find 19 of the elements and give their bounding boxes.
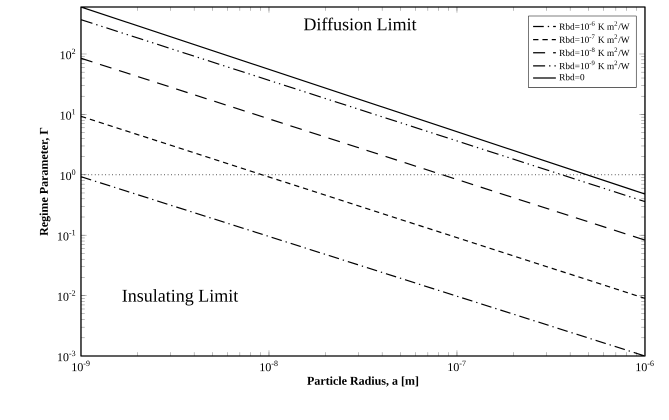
x-tick-label: 10$^{-9}$ xyxy=(72,360,90,372)
x-tick-label: 10$^{-8}$ xyxy=(260,360,278,372)
legend-label: Rbd=10$^{-7}$ K m$^{2}$/W xyxy=(559,34,630,44)
legend-label: Rbd=10$^{-8}$ K m$^{2}$/W xyxy=(559,48,630,56)
x-tick-label: 10$^{-6}$ xyxy=(636,360,654,372)
y-tick-label: 10$^{2}$ xyxy=(60,48,76,60)
legend-label: Rbd=0 xyxy=(559,74,584,80)
legend-label: Rbd=10$^{-9}$ K m$^{2}$/W xyxy=(559,60,630,70)
y-tick-label: 10$^{-3}$ xyxy=(58,350,76,362)
y-tick-label: 10$^{-1}$ xyxy=(58,230,76,240)
y-tick-label: 10$^{-2}$ xyxy=(58,290,76,301)
x-tick-label: 10$^{-7}$ xyxy=(448,360,466,372)
y-tick-label: 10$^{0}$ xyxy=(60,170,76,180)
legend-label: Rbd=10$^{-6}$ K m$^{2}$/W xyxy=(559,21,630,30)
annotation: Insulating Limit xyxy=(122,289,238,306)
annotation: Diffusion Limit xyxy=(304,18,416,30)
y-tick-label: 10$^{1}$ xyxy=(60,109,76,120)
x-axis-title: Particle Radius, a [m] xyxy=(307,376,418,387)
y-axis-title: Regime Parameter, Γ xyxy=(39,128,50,236)
